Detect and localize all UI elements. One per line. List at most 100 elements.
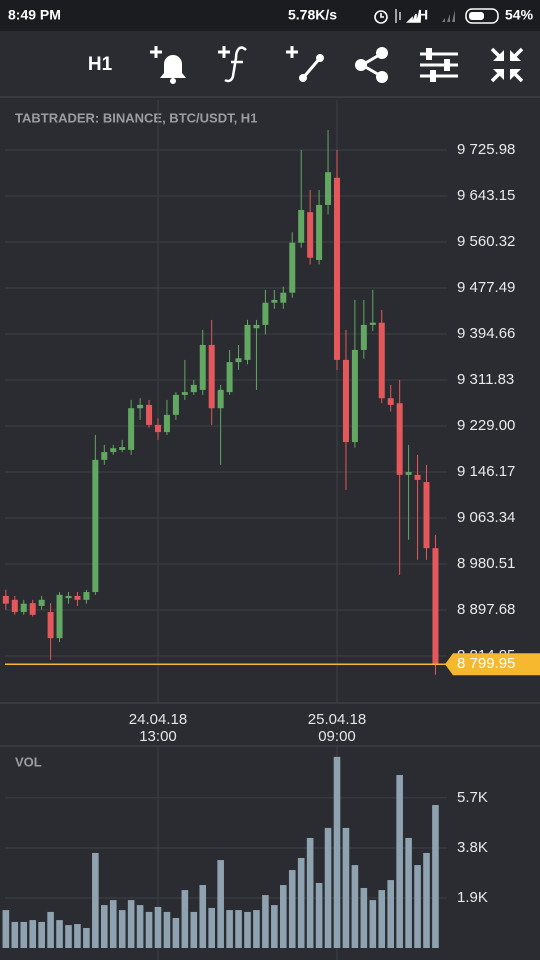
volume-bar [396, 775, 403, 948]
volume-bar [378, 890, 386, 948]
volume-bar [2, 910, 10, 948]
candle-body [92, 459, 99, 593]
candle-body [360, 324, 367, 350]
fullscreen-icon[interactable] [490, 47, 524, 83]
volume-bar [235, 910, 242, 948]
candle-body [262, 302, 269, 325]
volume-bar [244, 911, 251, 948]
volume-bar [136, 905, 144, 948]
x-tick-label: 24.04.18 13:00 [128, 711, 188, 745]
volume-bar [271, 905, 278, 948]
x-tick-label: 25.04.18 09:00 [307, 711, 367, 745]
volume-bar [190, 911, 198, 948]
candle-body [38, 599, 45, 606]
candle-body [208, 344, 215, 409]
candle-body [119, 447, 126, 450]
volume-bar [315, 882, 323, 948]
volume-bar [280, 885, 287, 948]
candle-body [423, 482, 430, 549]
candle-body [20, 603, 27, 613]
candle-body [405, 472, 412, 475]
y-tick-label: 3.8K [457, 839, 488, 856]
candle-body [217, 389, 224, 409]
battery-icon [465, 8, 499, 24]
volume-bar [181, 890, 189, 948]
volume-title: VOL [15, 754, 42, 769]
volume-bar [74, 924, 81, 948]
draw-line-icon[interactable] [286, 46, 324, 82]
candle-body [128, 408, 135, 450]
candle-body [414, 474, 421, 480]
y-tick-label: 9 146.17 [457, 463, 515, 480]
timeframe-button[interactable]: H1 [88, 54, 113, 75]
candle-body [181, 392, 188, 395]
volume-bar [351, 865, 359, 948]
candle-body [378, 322, 385, 399]
volume-bar [288, 870, 296, 948]
alert-icon[interactable] [150, 46, 186, 84]
volume-bar [172, 917, 180, 948]
volume-bar [47, 911, 54, 948]
y-tick-label: 9 063.34 [457, 509, 515, 526]
candle-body [101, 452, 108, 460]
volume-bar [101, 905, 108, 948]
y-tick-label: 9 560.32 [457, 233, 515, 250]
last-price-label: 8 799.95 [457, 655, 515, 672]
volume-bar [369, 900, 377, 948]
status-speed: 5.78K/s [288, 7, 337, 23]
volume-bar [405, 837, 412, 948]
volume-bar [92, 852, 99, 948]
candle-body [271, 299, 278, 303]
volume-bar [56, 920, 63, 948]
candle-body [316, 204, 323, 260]
volume-bar [11, 921, 19, 948]
candle-body [325, 172, 332, 205]
volume-bar [262, 895, 269, 948]
candle-body [56, 594, 63, 639]
share-icon[interactable] [355, 47, 388, 83]
candle-body [74, 595, 81, 600]
volume-bar [199, 885, 207, 948]
plot-layer: 8 814.858 897.688 980.519 063.349 146.17… [2, 100, 540, 960]
candle-body [307, 212, 314, 258]
settings-icon[interactable] [420, 48, 458, 82]
candle-body [11, 599, 18, 613]
y-tick-label: 1.9K [457, 889, 488, 906]
volume-bar [342, 827, 350, 948]
candle-body [342, 359, 349, 443]
volume-bar [20, 921, 28, 948]
volume-bar [297, 857, 305, 948]
volume-bar [253, 910, 260, 948]
volume-bar [226, 910, 233, 948]
candle-body [83, 592, 90, 600]
y-tick-label: 5.7K [457, 789, 488, 806]
volume-bar [38, 921, 45, 948]
candle-body [47, 612, 54, 639]
candle-body [155, 424, 161, 433]
candle-body [199, 344, 206, 390]
volume-bar [83, 927, 90, 948]
volume-bar [154, 906, 162, 948]
candle-body [253, 324, 260, 329]
volume-bar [333, 756, 341, 948]
volume-bar [423, 852, 430, 948]
candle-body [351, 349, 358, 443]
candle-body [280, 292, 287, 303]
volume-bar [432, 805, 439, 948]
status-time: 8:49 PM [8, 7, 61, 23]
candle-body [244, 324, 251, 360]
y-tick-label: 9 643.15 [457, 187, 515, 204]
candle-body [29, 603, 36, 615]
volume-bar [208, 907, 215, 948]
volume-bar [118, 910, 126, 948]
candle-body [235, 358, 242, 363]
indicator-icon[interactable] [218, 46, 247, 83]
chart-title: TABTRADER: BINANCE, BTC/USDT, H1 [15, 110, 257, 125]
status-network: H [418, 7, 428, 23]
volume-bar [127, 900, 135, 948]
candle-body [146, 404, 153, 425]
volume-bar [360, 887, 368, 948]
y-tick-label: 9 725.98 [457, 141, 515, 158]
